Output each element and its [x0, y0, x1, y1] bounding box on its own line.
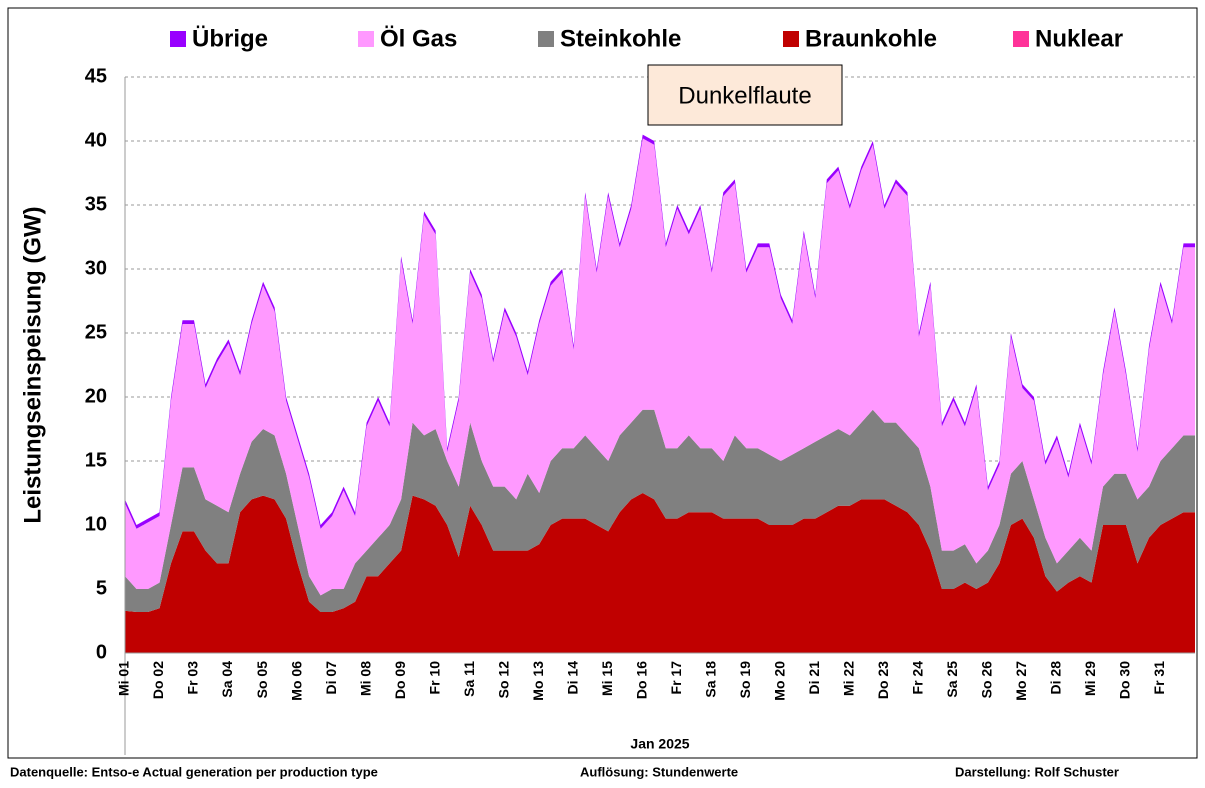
y-tick-label: 35 — [85, 193, 107, 215]
x-tick-label: So 12 — [495, 661, 511, 699]
x-tick-label: Mo 13 — [530, 661, 546, 701]
legend-swatch — [538, 31, 554, 47]
y-tick-label: 15 — [85, 449, 107, 471]
x-tick-label: Mi 15 — [599, 661, 615, 696]
y-tick-label: 5 — [96, 577, 107, 599]
area — [125, 493, 1195, 653]
x-tick-label: Di 21 — [806, 661, 822, 695]
annotation-box — [647, 64, 843, 126]
y-tick-label: 25 — [85, 321, 107, 343]
x-tick-label: So 26 — [979, 661, 995, 699]
x-tick-label: Do 16 — [633, 661, 649, 699]
x-tick-label: Fr 24 — [910, 661, 926, 695]
x-tick-label: Mo 27 — [1013, 661, 1029, 701]
x-tick-label: Mi 08 — [357, 661, 373, 696]
y-tick-label: 0 — [96, 641, 107, 663]
area — [125, 409, 1195, 612]
y-tick-label: 20 — [85, 385, 107, 407]
x-tick-label: Fr 17 — [668, 661, 684, 695]
x-tick-label: Fr 31 — [1151, 661, 1167, 695]
legend-label: Steinkohle — [560, 25, 681, 52]
plot-area — [125, 76, 1195, 653]
y-tick-label: 10 — [85, 513, 107, 535]
source-note: Datenquelle: Entso-e Actual generation p… — [10, 764, 378, 779]
x-tick-label: Sa 18 — [703, 661, 719, 698]
legend-label: Öl Gas — [380, 25, 457, 52]
x-tick-label: Mi 01 — [116, 661, 132, 696]
area — [125, 138, 1195, 596]
x-tick-label: Mi 22 — [841, 661, 857, 696]
x-tick-label: Fr 03 — [185, 661, 201, 695]
x-tick-label: Fr 10 — [426, 661, 442, 695]
x-tick-label: Mi 29 — [1082, 661, 1098, 696]
x-tick-label: Sa 04 — [219, 661, 235, 698]
x-tick-label: Di 28 — [1048, 661, 1064, 695]
x-tick-label: Do 30 — [1117, 661, 1133, 699]
x-axis-title: Jan 2025 — [630, 736, 689, 752]
legend-swatch — [358, 31, 374, 47]
y-tick-label: 45 — [85, 65, 107, 87]
x-tick-label: Mo 06 — [288, 661, 304, 701]
x-tick-label: Sa 11 — [461, 661, 477, 697]
legend-label: Übrige — [192, 25, 268, 52]
y-tick-label: 30 — [85, 257, 107, 279]
legend-swatch — [1013, 31, 1029, 47]
x-tick-label: So 05 — [254, 661, 270, 699]
x-tick-label: Mo 20 — [772, 661, 788, 701]
x-tick-label: Di 14 — [564, 661, 580, 695]
y-axis-title: Leistungseinspeisung (GW) — [19, 206, 46, 523]
legend-label: Braunkohle — [805, 25, 937, 52]
x-tick-label: Do 23 — [875, 661, 891, 699]
x-tick-label: Sa 25 — [944, 661, 960, 698]
legend-swatch — [783, 31, 799, 47]
x-tick-label: Do 09 — [392, 661, 408, 699]
legend-swatch — [170, 31, 186, 47]
annotation: Dunkelflaute — [678, 82, 811, 109]
resolution-note: Auflösung: Stundenwerte — [580, 764, 738, 779]
x-tick-label: Do 02 — [150, 661, 166, 699]
chart-frame — [7, 7, 1198, 759]
x-tick-label: Di 07 — [323, 661, 339, 695]
x-tick-label: So 19 — [737, 661, 753, 699]
y-tick-label: 40 — [85, 129, 107, 151]
author-note: Darstellung: Rolf Schuster — [955, 764, 1119, 779]
legend-label: Nuklear — [1035, 25, 1123, 52]
